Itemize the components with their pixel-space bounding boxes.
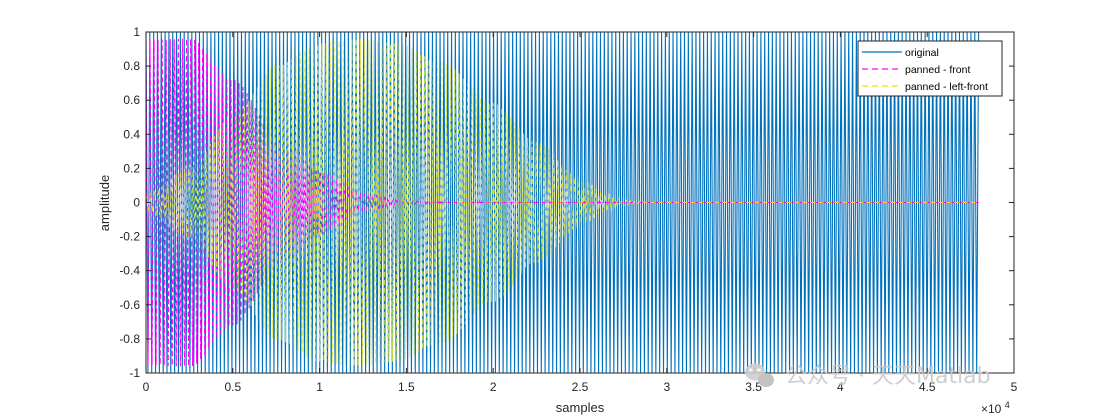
x-tick-label: 1	[316, 380, 323, 394]
y-tick-label: -0.6	[119, 298, 140, 312]
watermark-text: 公众号 · 天天Matlab	[785, 364, 991, 389]
x-tick-label: 2	[490, 380, 497, 394]
y-tick-label: 0	[133, 196, 140, 210]
y-tick-label: 0.2	[123, 161, 140, 175]
y-tick-label: -1	[129, 366, 140, 380]
axes: 0 0.5 1 1.5 2 2.5 3 3.5 4 4.5 5 -1 -0.8 -0.6 -0.4 -0.2 0…	[119, 25, 1017, 394]
x-tick-label: 5	[1011, 380, 1018, 394]
series-line-panned-front	[145, 38, 980, 367]
y-tick-label: 0.8	[123, 59, 140, 73]
legend-label-left-front: panned - left-front	[905, 81, 988, 93]
x-tick-label: 3.5	[745, 380, 762, 394]
watermark: 公众号 · 天天Matlab	[745, 363, 991, 389]
x-tick-label: 2.5	[572, 380, 589, 394]
y-tick-label: 1	[133, 25, 140, 39]
x-axis-label: samples	[556, 400, 605, 415]
x-exponent-base: ×10	[981, 402, 1002, 416]
legend-label-original: original	[905, 47, 939, 59]
x-exponent-power: 4	[1005, 400, 1010, 410]
y-tick-label: -0.4	[119, 264, 140, 278]
x-tick-label: 0	[143, 380, 150, 394]
series-line-panned-left-front	[145, 38, 978, 367]
y-tick-label: -0.8	[119, 332, 140, 346]
x-tick-label: 0.5	[224, 380, 241, 394]
y-tick-label: 0.6	[123, 93, 140, 107]
y-tick-label: -0.2	[119, 230, 140, 244]
x-exponent-label: ×10 4	[981, 400, 1010, 416]
x-tick-label: 3	[663, 380, 670, 394]
y-tick-label: 0.4	[123, 127, 140, 141]
x-tick-label: 4	[837, 380, 844, 394]
wechat-icon	[745, 363, 774, 387]
x-tick-label: 4.5	[919, 380, 936, 394]
legend-label-front: panned - front	[905, 64, 970, 76]
legend: original panned - front panned - left-fr…	[857, 40, 1003, 97]
y-axis-label: amplitude	[97, 175, 112, 231]
x-tick-label: 1.5	[398, 380, 415, 394]
